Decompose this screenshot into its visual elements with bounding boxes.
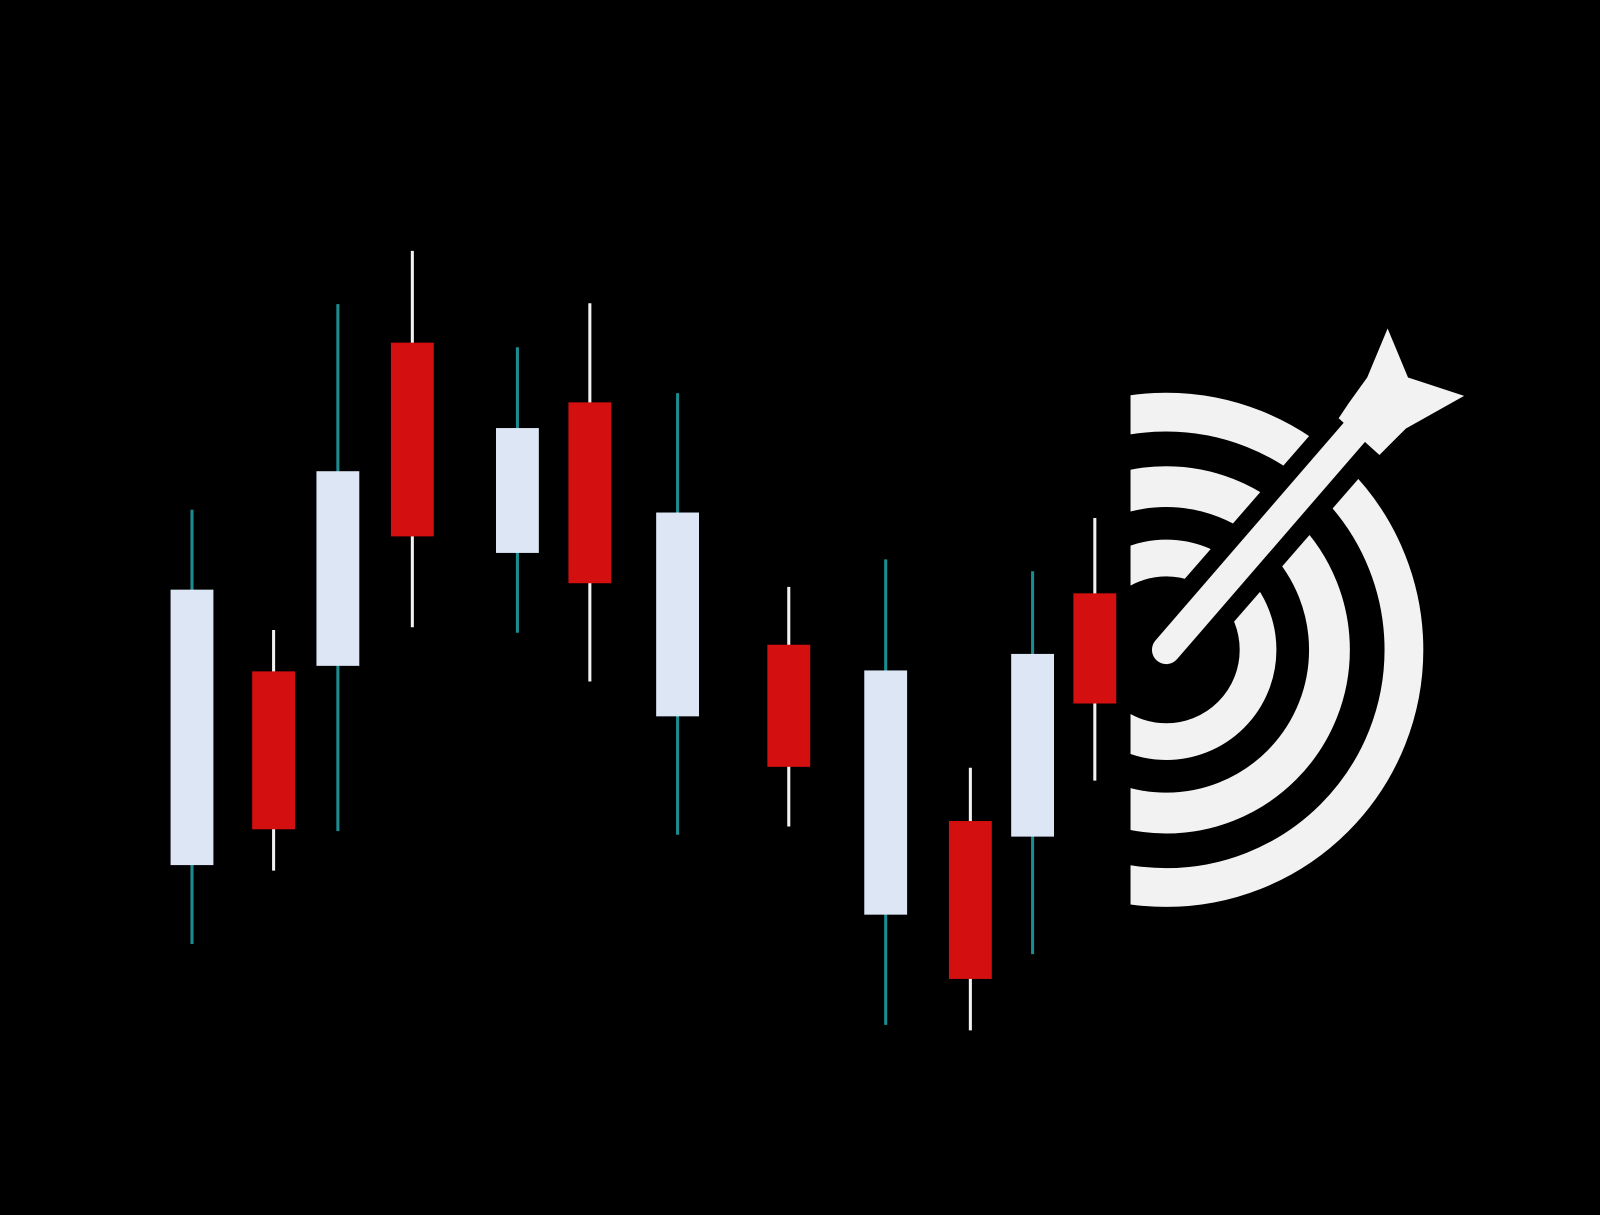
target-icon	[1130, 328, 1465, 907]
candle-body	[864, 670, 908, 915]
candles	[170, 250, 1117, 1031]
candle-body	[568, 402, 612, 584]
candle-body	[656, 512, 700, 717]
candle-body	[170, 589, 214, 866]
target-rings	[1130, 392, 1424, 907]
candle-body	[316, 471, 360, 666]
arrow-shaft	[1151, 409, 1377, 665]
candle-body	[767, 644, 811, 767]
candle-body	[1011, 653, 1055, 837]
candle-body	[948, 821, 992, 979]
candle-body	[390, 342, 434, 537]
ring	[1130, 392, 1424, 907]
candle-body	[495, 428, 539, 553]
arrow-fletching	[1338, 328, 1465, 455]
ring	[1130, 539, 1277, 760]
candle-body	[252, 671, 296, 830]
candle-body	[1073, 593, 1117, 704]
ring	[1130, 466, 1350, 834]
